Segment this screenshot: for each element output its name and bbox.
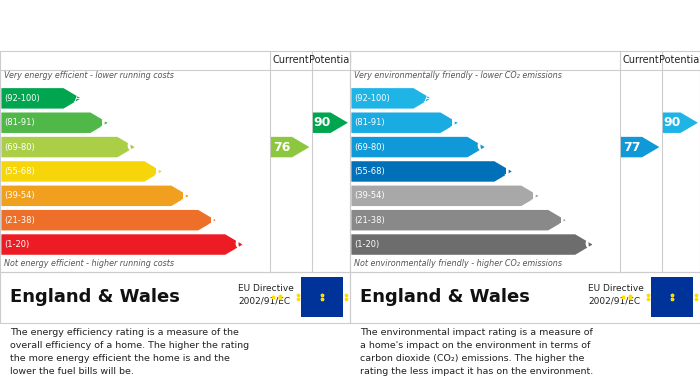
Text: F: F — [208, 213, 218, 227]
Polygon shape — [351, 88, 431, 109]
Text: Energy Efficiency Rating: Energy Efficiency Rating — [10, 19, 194, 32]
Text: (55-68): (55-68) — [354, 167, 385, 176]
Text: (39-54): (39-54) — [354, 191, 385, 200]
Text: 77: 77 — [623, 141, 640, 154]
Text: B: B — [449, 116, 461, 130]
Text: C: C — [477, 140, 488, 154]
Text: 90: 90 — [313, 116, 330, 129]
Polygon shape — [1, 161, 162, 182]
Text: (92-100): (92-100) — [4, 94, 40, 103]
Polygon shape — [351, 113, 458, 133]
Polygon shape — [351, 186, 539, 206]
Text: 76: 76 — [273, 141, 290, 154]
Text: Potential: Potential — [309, 55, 352, 65]
Text: (69-80): (69-80) — [354, 143, 385, 152]
Bar — [651, 277, 693, 317]
Text: (92-100): (92-100) — [354, 94, 390, 103]
Text: Current: Current — [272, 55, 309, 65]
Polygon shape — [663, 113, 698, 133]
Text: Environmental Impact (CO₂) Rating: Environmental Impact (CO₂) Rating — [360, 19, 622, 32]
Text: B: B — [99, 116, 111, 130]
Polygon shape — [351, 210, 566, 230]
Text: The environmental impact rating is a measure of
a home's impact on the environme: The environmental impact rating is a mea… — [360, 328, 594, 376]
Text: (21-38): (21-38) — [4, 216, 35, 225]
Text: (39-54): (39-54) — [4, 191, 35, 200]
Text: (81-91): (81-91) — [354, 118, 385, 127]
Text: Potential: Potential — [659, 55, 700, 65]
Polygon shape — [1, 186, 188, 206]
Text: Very energy efficient - lower running costs: Very energy efficient - lower running co… — [4, 71, 174, 80]
Text: G: G — [584, 238, 596, 251]
Text: England & Wales: England & Wales — [10, 288, 181, 306]
Text: Not energy efficient - higher running costs: Not energy efficient - higher running co… — [4, 260, 174, 269]
Text: EU Directive
2002/91/EC: EU Directive 2002/91/EC — [238, 284, 294, 305]
Polygon shape — [271, 137, 309, 157]
Text: D: D — [503, 165, 515, 178]
Text: EU Directive
2002/91/EC: EU Directive 2002/91/EC — [588, 284, 644, 305]
Polygon shape — [1, 137, 134, 157]
Text: Not environmentally friendly - higher CO₂ emissions: Not environmentally friendly - higher CO… — [354, 260, 561, 269]
Bar — [301, 277, 343, 317]
Polygon shape — [621, 137, 659, 157]
Text: G: G — [234, 238, 246, 251]
Polygon shape — [1, 88, 81, 109]
Polygon shape — [1, 234, 243, 255]
Text: (55-68): (55-68) — [4, 167, 35, 176]
Text: 90: 90 — [663, 116, 680, 129]
Text: (21-38): (21-38) — [354, 216, 385, 225]
Text: D: D — [153, 165, 165, 178]
Text: (81-91): (81-91) — [4, 118, 35, 127]
Polygon shape — [351, 234, 592, 255]
Polygon shape — [351, 137, 484, 157]
Text: F: F — [558, 213, 568, 227]
Text: A: A — [73, 91, 83, 105]
Text: E: E — [181, 189, 191, 203]
Text: (69-80): (69-80) — [4, 143, 35, 152]
Text: The energy efficiency rating is a measure of the
overall efficiency of a home. T: The energy efficiency rating is a measur… — [10, 328, 250, 376]
Polygon shape — [1, 113, 108, 133]
Text: (1-20): (1-20) — [354, 240, 379, 249]
Text: (1-20): (1-20) — [4, 240, 29, 249]
Polygon shape — [313, 113, 348, 133]
Text: C: C — [127, 140, 138, 154]
Text: A: A — [423, 91, 433, 105]
Polygon shape — [1, 210, 216, 230]
Text: Very environmentally friendly - lower CO₂ emissions: Very environmentally friendly - lower CO… — [354, 71, 561, 80]
Text: E: E — [531, 189, 541, 203]
Text: England & Wales: England & Wales — [360, 288, 531, 306]
Polygon shape — [351, 161, 512, 182]
Text: Current: Current — [622, 55, 659, 65]
